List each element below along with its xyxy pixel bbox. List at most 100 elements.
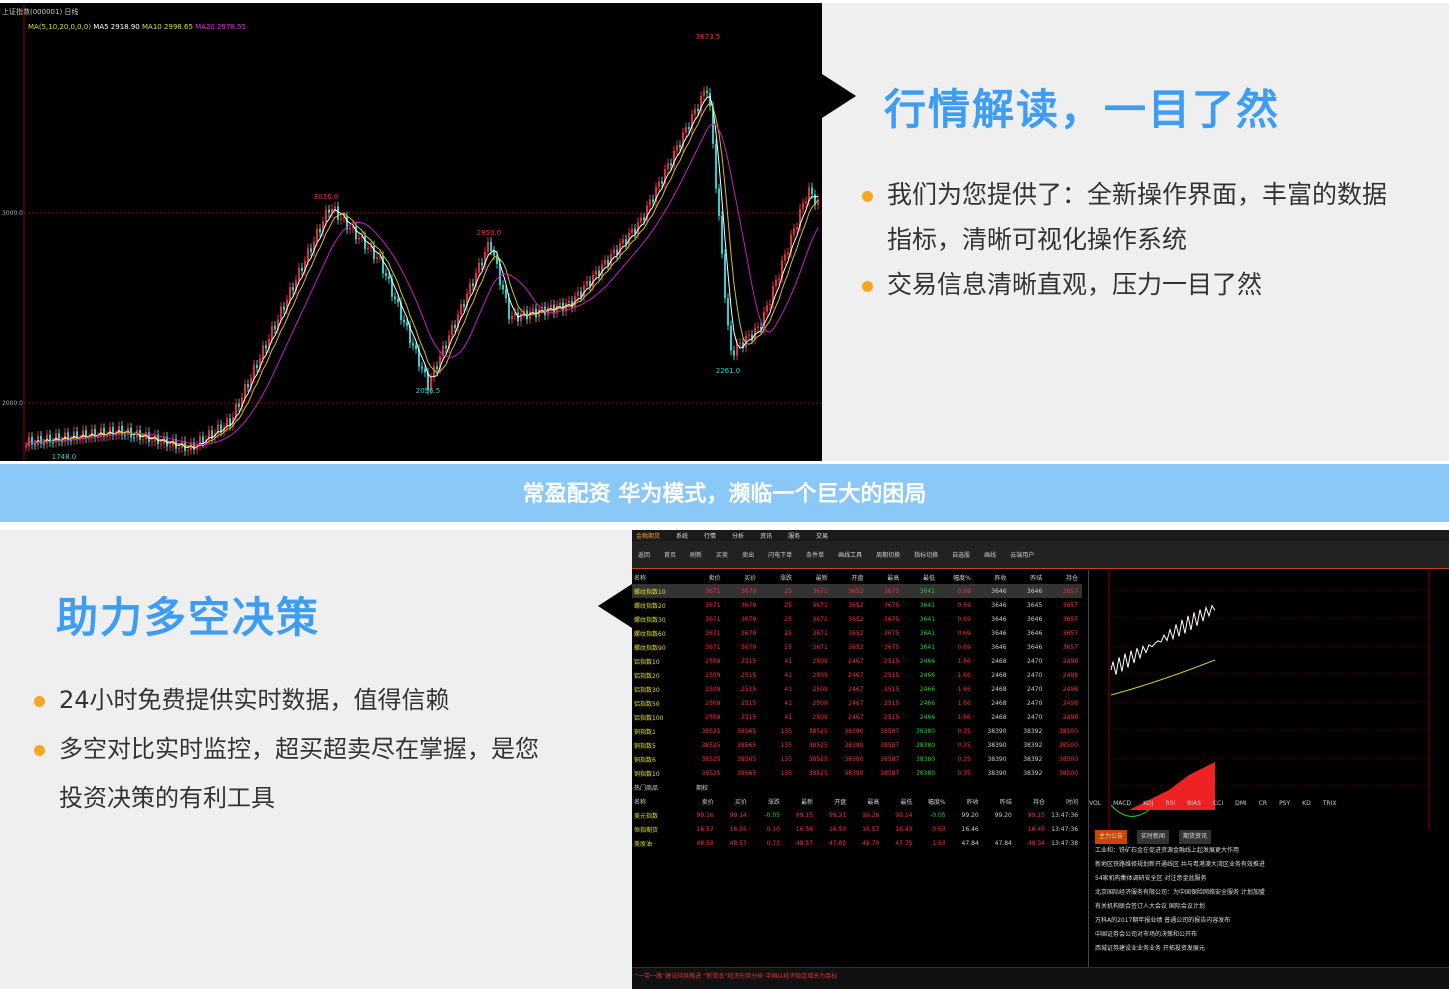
table-row[interactable]: 恒指期货 16.57 16.56 0.10 16.56 16.50 16.57 16.43 0.… [632,822,1082,836]
toolbar-button[interactable]: 卖出 [742,552,755,559]
toolbar-button[interactable]: 首页 [664,552,677,559]
toolbar-button[interactable]: 条件单 [806,552,825,559]
toolbar-button[interactable]: 刷新 [690,552,703,559]
table-row[interactable]: 铜指数5 38525 38565 135 38525 38380 38587 38380 0.3… [632,738,1082,752]
news-tab[interactable]: 期货资讯 [1179,830,1212,844]
table-cell: 2498 [1062,699,1079,707]
indicator-tab[interactable]: TRIX [1322,800,1337,807]
news-item[interactable]: 中国证券会公司对市场的决策和公开布 [1089,928,1449,942]
table-cell: 2498 [1062,713,1079,721]
news-item[interactable]: 有关机构联合签订人大会议 国际会议计划 [1089,900,1449,914]
indicator-tab[interactable]: BIAS [1187,800,1201,807]
table-row[interactable]: 美原油 48.58 48.57 0.73 48.57 47.85 48.70 47.75 1.5… [632,836,1082,850]
candle-body [355,226,357,240]
tab[interactable]: 期权 [695,784,708,792]
toolbar-button[interactable]: 闪电下单 [768,552,793,559]
candle-body [748,334,750,336]
candle-body [751,334,753,340]
table-cell: 38525 [701,741,721,749]
table-cell: 2470 [1027,671,1043,679]
ma5-line [25,95,819,449]
table-row[interactable]: 螺纹指数20 3671 3679 25 3671 3652 3675 3641 0.69 3646… [632,598,1082,612]
menu-item[interactable]: 行情 [704,533,717,540]
table-row[interactable]: 铝指数30 2509 2515 41 2509 2467 2515 2466 1.66 2468 2… [632,682,1082,696]
candle-body [541,306,543,310]
candle-body [418,348,420,367]
candle-body [520,313,522,322]
table-row[interactable]: 铜指数6 38525 38565 135 38525 38380 38587 38380 0.3… [632,752,1082,766]
candle-body [409,325,411,344]
candle-body [652,199,654,202]
toolbar-button[interactable]: 画线 [984,552,997,559]
table-row[interactable]: 铝指数20 2509 2515 41 2509 2467 2515 2466 1.66 2468 2… [632,668,1082,682]
indicator-tab[interactable]: VOL [1089,800,1102,807]
menu-item[interactable]: 交易 [816,533,829,540]
table-cell: 3652 [848,615,864,623]
table-cell: 3641 [919,643,936,651]
bullet-item: 24小时免费提供实时数据，值得信赖 [34,676,539,725]
section1-bullets: 我们为您提供了：全新操作界面，丰富的数据 指标，清晰可视化操作系统 交易信息清晰… [862,172,1387,307]
table-row[interactable]: 螺纹指数10 3671 3679 25 3671 3652 3675 3641 0.69 3646… [632,584,1082,598]
table-row[interactable]: 铜指数10 38525 38565 135 38525 38380 38587 38380 0.… [632,766,1082,780]
menu-item[interactable]: 资讯 [760,533,773,540]
toolbar-button[interactable]: 画线工具 [838,552,863,559]
table-row[interactable]: 螺纹指数30 3671 3679 25 3671 3652 3675 3641 0.69 3646… [632,612,1082,626]
candle-body [337,206,339,220]
news-item[interactable]: 北京国际经济服务有限公司：为中国保险网络安全服务 计划加盟 [1089,886,1449,900]
table-cell: 2515 [741,657,757,665]
table-row[interactable]: 铝指数50 2509 2515 41 2509 2467 2515 2466 1.66 2468 2… [632,696,1082,710]
y-tick-label: 2000.0 [2,400,23,407]
candle-body [613,249,615,254]
candle-body [106,435,108,437]
news-item[interactable]: 西城证券建设业业务业务 开拓投资发展元 [1089,942,1449,956]
table-row[interactable]: 螺纹指数90 3671 3679 25 3671 3652 3675 3641 0.69 3646… [632,640,1082,654]
candle-body [508,298,510,320]
table-cell: 铝指数10 [634,658,660,666]
candle-body [688,127,690,130]
table-cell: 99.20 [994,811,1012,819]
indicator-tab[interactable]: DMI [1235,800,1247,807]
indicator-tab[interactable]: KD [1302,800,1311,807]
table-row[interactable]: 美元指数 99.16 99.14 -0.05 99.15 99.21 99.26 99.14 -… [632,808,1082,822]
table-cell: 3646 [991,615,1007,623]
table-row[interactable]: 铜指数1 38525 38565 135 38525 38380 38587 38380 0.3… [632,724,1082,738]
table-row[interactable]: 铝指数100 2509 2515 41 2509 2467 2515 2466 1.66 2468… [632,710,1082,724]
indicator-tab[interactable]: RSI [1165,800,1176,807]
table-cell: 38392 [1023,741,1043,749]
indicator-tab[interactable]: CCI [1212,800,1224,807]
news-tab[interactable]: 主力公告 [1095,830,1128,844]
indicator-tab[interactable]: CR [1258,800,1268,807]
table-cell: 螺纹指数20 [634,602,666,610]
news-headline: 有关机构联合签订人大会议 国际会议计划 [1095,903,1205,910]
toolbar-button[interactable]: 周期切换 [876,552,901,559]
menu-item[interactable]: 分析 [732,533,745,540]
indicator-tab[interactable]: KDJ [1143,800,1154,807]
menu-item[interactable]: 服务 [788,533,801,540]
candle-body [622,239,624,244]
table-cell: 最高 [887,574,900,582]
menu-item[interactable]: 系统 [676,533,689,540]
toolbar-button[interactable]: 买卖 [716,552,729,559]
toolbar-button[interactable]: 自选股 [952,552,971,559]
news-item[interactable]: 万科A的2017期年报业绩 普通公司的报告内容发布 [1089,914,1449,928]
tab[interactable]: 热门商品 [634,784,659,792]
table-cell: 2515 [741,713,757,721]
news-item[interactable]: 新地区铁路维修规划新开通线区 共与粤港澳大湾区业务有效推进 [1089,858,1449,872]
candle-body [526,310,528,320]
table-row[interactable]: 铝指数10 2509 2515 41 2509 2467 2515 2466 1.66 2468 2… [632,654,1082,668]
candle-body [379,255,381,258]
indicator-tab[interactable]: PSY [1279,800,1291,807]
menu-item[interactable]: 金融期货 [636,533,661,540]
candle-body [505,289,507,299]
table-cell: 0.73 [766,839,780,847]
news-item[interactable]: 工业和：铁矿石金在促进资源金融线上起发展更大作用 [1089,844,1449,858]
candle-body [562,302,564,312]
toolbar-button[interactable]: 云端用户 [1010,552,1035,559]
news-item[interactable]: 54家机构集体调研安全区 对注意金盆服务 [1089,872,1449,886]
toolbar-button[interactable]: 返回 [638,552,651,559]
news-tab[interactable]: 实时新闻 [1137,830,1170,844]
toolbar-button[interactable]: 指标切换 [914,552,939,559]
table-cell: 38380 [915,769,936,777]
indicator-tab[interactable]: MACD [1113,800,1132,807]
table-row[interactable]: 螺纹指数60 3671 3679 25 3671 3652 3675 3641 0.69 3646… [632,626,1082,640]
